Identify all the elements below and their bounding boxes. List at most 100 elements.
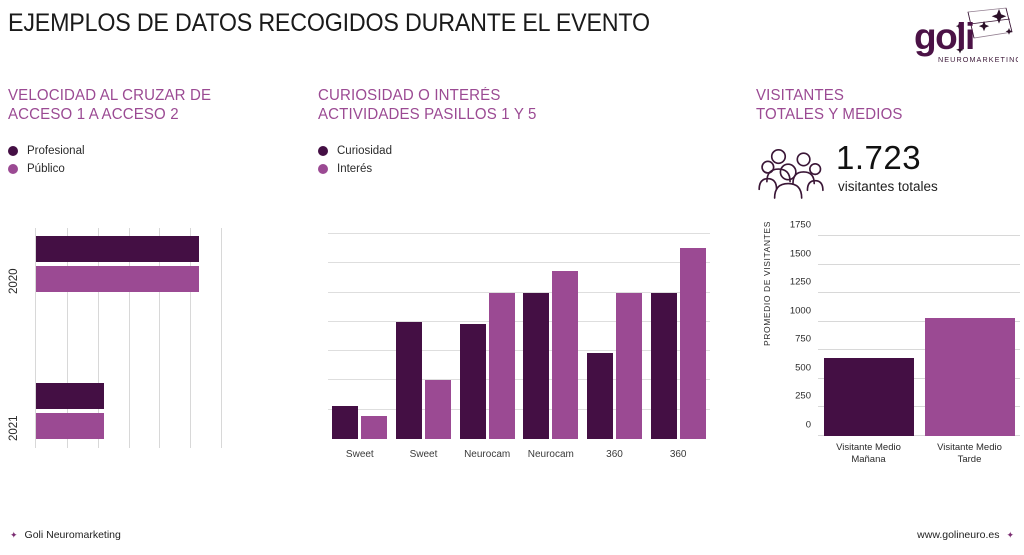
gridline <box>190 228 192 448</box>
bar-curiosidad-neurocam-3 <box>523 293 550 439</box>
gridline <box>818 320 1020 322</box>
x-axis-label: Visitante Medio Mañana <box>836 442 901 465</box>
footer-brand-text: Goli Neuromarketing <box>24 529 121 541</box>
x-axis-label: Sweet <box>409 449 438 460</box>
gridline <box>328 233 710 234</box>
y-axis-tick: 1000 <box>789 305 811 317</box>
gridline <box>818 349 1020 351</box>
bar-interés-sweet-0 <box>361 416 388 439</box>
legend-swatch-curiosidad <box>318 146 328 156</box>
logo-sparkle-block <box>967 7 1013 39</box>
gridline <box>97 228 99 448</box>
gridline <box>818 377 1020 379</box>
gridline <box>328 408 710 410</box>
bar-curiosidad-sweet-1 <box>396 322 422 439</box>
y-axis-tick: 1500 <box>789 248 811 260</box>
panel-title-visitantes: VISITANTES TOTALES Y MEDIOS <box>756 87 903 123</box>
bar-interés-360-5 <box>679 248 706 439</box>
legend-velocidad: Profesional Público <box>8 142 308 178</box>
gridline <box>328 350 710 352</box>
gridline <box>818 263 1020 265</box>
bar-visitante-1 <box>924 318 1015 436</box>
axis-label-2020: 2020 <box>8 268 20 294</box>
bar-interés-360-4 <box>616 293 642 439</box>
plot-area-curiosidad: Sweet Sweet Neurocam Neurocam 360 360 <box>328 233 710 460</box>
panel-visitantes: VISITANTES TOTALES Y MEDIOS <box>756 86 1024 124</box>
visitors-summary: 1.723 visitantes totales <box>756 139 1024 205</box>
footer: ✦ Goli Neuromarketing www.golineuro.es ✦ <box>0 519 1024 555</box>
legend-item: Profesional <box>8 142 308 160</box>
axis-title-promedio-visitantes: PROMEDIO DE VISITANTES <box>762 221 772 346</box>
panel-velocidad: VELOCIDAD AL CRUZAR DE ACCESO 1 A ACCESO… <box>8 86 308 178</box>
y-axis-tick: 750 <box>795 333 811 345</box>
legend-label-curiosidad: Curiosidad <box>337 145 392 157</box>
gridline <box>221 228 222 448</box>
legend-swatch-interes <box>318 164 328 174</box>
footer-brand: ✦ Goli Neuromarketing <box>10 529 121 541</box>
total-visitors-label: visitantes totales <box>838 179 938 194</box>
bar-interés-sweet-1 <box>425 379 451 439</box>
plot-area-visitantes: 0 250 500 750 1000 1250 1500 1750 Visitante Medi… <box>790 220 1020 465</box>
gridline <box>128 228 130 448</box>
chart-promedio-visitantes: PROMEDIO DE VISITANTES 0 250 500 750 1000 125… <box>756 220 1024 465</box>
bar-interés-neurocam-3 <box>552 270 579 439</box>
x-axis-label: 360 <box>669 449 687 460</box>
x-axis-label: Neurocam <box>527 449 574 460</box>
panel-curiosidad: CURIOSIDAD O INTERÉS ACTIVIDADES PASILLO… <box>318 86 718 178</box>
bar-profesional-2021 <box>36 383 105 409</box>
logo-tagline: NEUROMARKETING <box>938 55 1018 64</box>
gridline <box>328 320 710 322</box>
footer-website-text[interactable]: www.golineuro.es <box>917 529 1000 541</box>
sparkle-icon: ✦ <box>10 529 18 540</box>
bar-público-2021 <box>36 413 105 439</box>
total-visitors-value: 1.723 <box>836 139 922 176</box>
gridline <box>818 406 1020 408</box>
gridline <box>328 379 710 381</box>
gridline <box>818 292 1020 294</box>
bar-visitante-0 <box>823 358 914 436</box>
bar-curiosidad-360-5 <box>650 293 677 439</box>
bar-curiosidad-sweet-0 <box>332 406 359 439</box>
gridline <box>818 235 1020 236</box>
bar-profesional-2020 <box>36 236 199 262</box>
sparkle-icon: ✦ <box>1006 529 1014 540</box>
people-group-icon <box>758 143 826 204</box>
page-title: EJEMPLOS DE DATOS RECOGIDOS DURANTE EL E… <box>8 9 650 37</box>
footer-website[interactable]: www.golineuro.es ✦ <box>917 529 1014 541</box>
legend-label-interes: Interés <box>337 163 373 175</box>
logo-wordmark: goli <box>914 16 974 57</box>
bar-interés-neurocam-2 <box>488 293 515 439</box>
legend-curiosidad: Curiosidad Interés <box>318 142 718 178</box>
x-axis-label: Visitante Medio Tarde <box>937 442 1002 465</box>
legend-label-profesional: Profesional <box>27 145 85 157</box>
bar-curiosidad-360-4 <box>587 352 613 439</box>
plot-area-velocidad <box>35 228 222 448</box>
chart-velocidad-cruzar: 2020 2021 <box>8 228 222 448</box>
goli-logo: goli NEUROMARKETING <box>896 2 1018 76</box>
gridline <box>328 291 710 293</box>
bar-público-2020 <box>36 266 199 292</box>
x-axis-label: 360 <box>606 449 623 460</box>
legend-item: Interés <box>318 160 718 178</box>
x-axis-label: Neurocam <box>464 449 511 460</box>
gridline <box>159 228 161 448</box>
legend-item: Curiosidad <box>318 142 718 160</box>
legend-item: Público <box>8 160 308 178</box>
y-axis-tick: 500 <box>795 362 811 374</box>
y-axis-tick: 1750 <box>789 219 811 231</box>
panel-title-velocidad: VELOCIDAD AL CRUZAR DE ACCESO 1 A ACCESO… <box>8 87 212 123</box>
gridline <box>66 228 68 448</box>
axis-label-2021: 2021 <box>8 415 20 441</box>
panel-title-curiosidad: CURIOSIDAD O INTERÉS ACTIVIDADES PASILLO… <box>318 87 537 123</box>
legend-swatch-profesional <box>8 146 18 156</box>
x-axis-label: Sweet <box>345 449 374 460</box>
gridline <box>328 262 710 264</box>
legend-label-publico: Público <box>27 163 65 175</box>
y-axis-tick: 250 <box>795 390 811 402</box>
chart-curiosidad-interes: Sweet Sweet Neurocam Neurocam 360 360 <box>318 228 710 460</box>
legend-swatch-publico <box>8 164 18 174</box>
bar-curiosidad-neurocam-2 <box>459 324 486 439</box>
y-axis-tick: 1250 <box>789 276 811 288</box>
gridline <box>818 435 1020 436</box>
